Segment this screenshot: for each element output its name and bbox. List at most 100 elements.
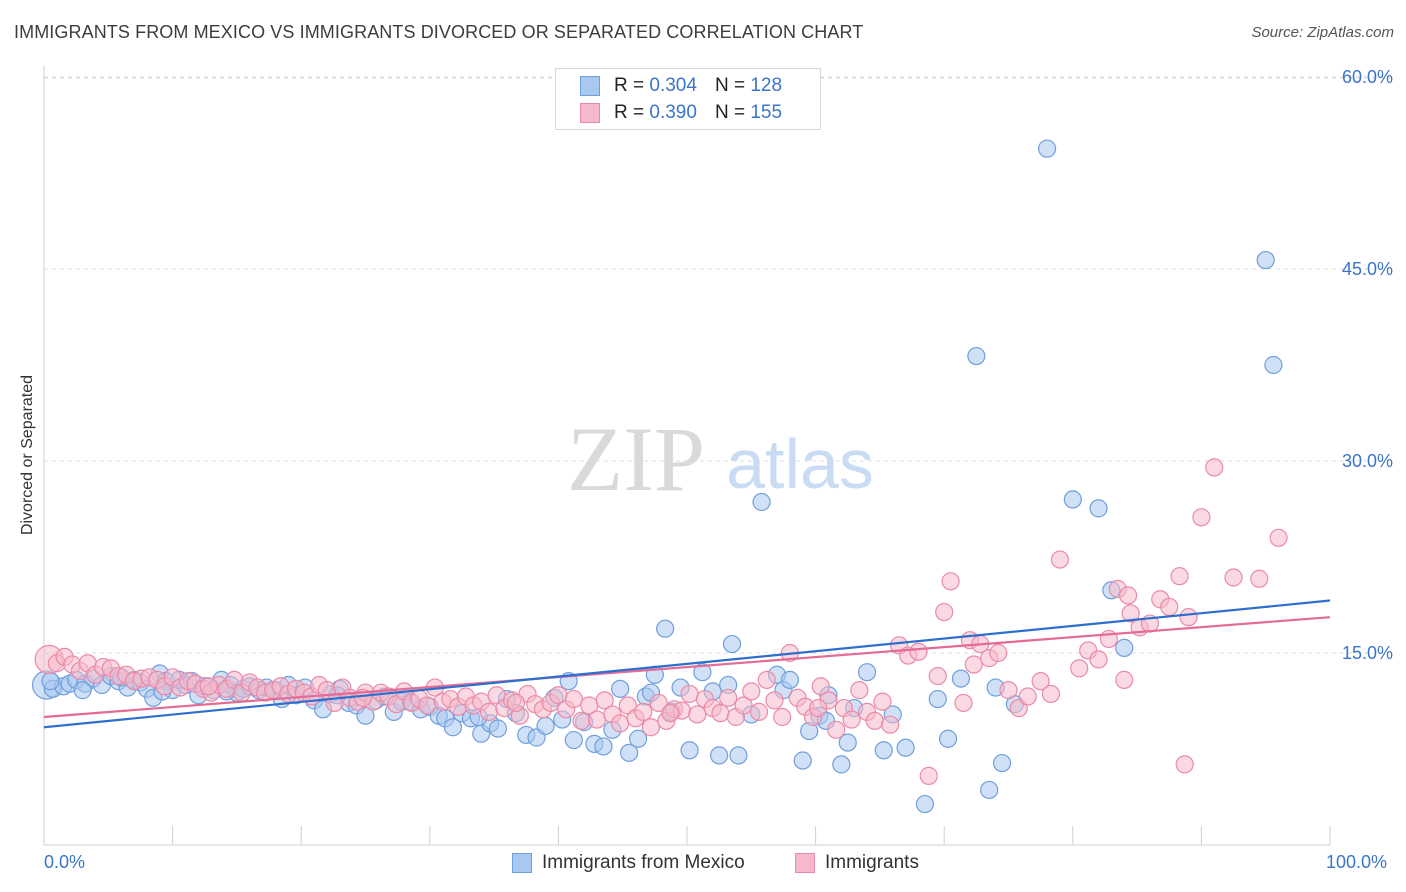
data-point-immigrants: [1050, 550, 1070, 569]
legend-label-immigrants: Immigrants: [825, 852, 919, 873]
data-point-immigrants: [1175, 755, 1194, 774]
data-point-mexico: [832, 755, 851, 774]
data-point-mexico: [896, 738, 915, 757]
data-point-immigrants: [999, 681, 1018, 700]
data-point-immigrants: [1179, 608, 1198, 627]
data-point-mexico: [611, 679, 630, 698]
data-point-mexico: [874, 741, 893, 760]
data-point-immigrants: [850, 681, 869, 700]
data-point-immigrants: [757, 670, 776, 689]
data-point-immigrants: [1018, 687, 1037, 706]
watermark-zip: ZIP: [567, 408, 705, 510]
data-point-immigrants: [809, 698, 828, 718]
data-point-immigrants: [989, 643, 1008, 663]
data-point-mexico: [928, 689, 947, 709]
data-point-mexico: [1264, 355, 1283, 375]
data-point-immigrants: [479, 702, 499, 721]
data-point-immigrants: [919, 766, 938, 785]
series-legend: Immigrants from Mexico Immigrants: [0, 852, 1406, 878]
data-point-mexico: [488, 719, 508, 738]
legend-r-value: 0.390: [649, 102, 697, 123]
legend-r-value: 0.304: [649, 75, 697, 96]
source-label: Source: ZipAtlas.com: [1251, 24, 1394, 41]
trend-line-mexico: [43, 599, 1331, 729]
data-point-immigrants: [734, 696, 753, 715]
legend-swatch-blue: [580, 76, 600, 96]
data-point-immigrants: [1269, 528, 1288, 547]
data-point-mexico: [1037, 139, 1057, 158]
data-point-immigrants: [865, 711, 884, 730]
legend-n-value: 155: [750, 102, 783, 123]
data-point-mexico: [951, 669, 971, 688]
legend-swatch-blue: [512, 853, 532, 873]
data-point-immigrants: [1031, 672, 1050, 691]
data-point-immigrants: [1118, 586, 1138, 605]
data-point-mexico: [443, 718, 463, 737]
y-tick-label: 45.0%: [1342, 259, 1393, 279]
data-point-mexico: [838, 733, 857, 752]
data-point-mexico: [793, 751, 812, 770]
data-point-mexico: [1115, 638, 1134, 657]
y-tick-labels: 15.0% 30.0% 45.0% 60.0%: [1342, 67, 1393, 663]
data-point-immigrants: [1121, 604, 1140, 623]
data-point-immigrants: [765, 691, 784, 710]
legend-swatch-pink: [795, 853, 815, 873]
data-point-immigrants: [881, 715, 900, 734]
data-point-immigrants: [595, 691, 614, 710]
data-point-immigrants: [634, 702, 653, 721]
data-point-mexico: [693, 663, 712, 682]
trend-lines: [43, 599, 1331, 729]
data-point-mexico: [938, 729, 958, 748]
legend-row-immigrants: R = 0.390 N = 155: [580, 101, 782, 125]
data-point-immigrants: [954, 693, 973, 713]
watermark-atlas: atlas: [726, 425, 874, 503]
data-point-immigrants: [680, 684, 699, 704]
grid-lines: [44, 76, 1395, 654]
data-point-immigrants: [719, 688, 738, 707]
data-point-mexico: [729, 746, 748, 765]
data-point-immigrants: [749, 702, 769, 721]
chart-title: IMMIGRANTS FROM MEXICO VS IMMIGRANTS DIV…: [14, 22, 864, 42]
legend-row-mexico: R = 0.304 N = 128: [580, 74, 782, 98]
data-point-immigrants: [1089, 650, 1108, 669]
data-point-mexico: [680, 741, 699, 760]
data-point-mexico: [356, 706, 375, 725]
data-point-mexico: [629, 729, 648, 748]
data-point-immigrants: [661, 704, 680, 723]
legend-item-mexico[interactable]: Immigrants from Mexico: [512, 852, 745, 874]
data-point-mexico: [992, 753, 1012, 773]
data-point-mexico: [857, 663, 877, 682]
data-point-immigrants: [928, 666, 947, 686]
data-point-mexico: [73, 681, 92, 700]
data-point-immigrants: [1160, 597, 1179, 617]
data-point-immigrants: [418, 696, 437, 715]
data-point-immigrants: [1070, 659, 1089, 678]
data-point-mexico: [980, 780, 999, 800]
data-point-mexico: [710, 746, 729, 765]
data-point-mexico: [1256, 250, 1275, 270]
data-point-immigrants: [587, 710, 607, 729]
data-point-immigrants: [688, 705, 707, 724]
data-point-mexico: [1063, 490, 1082, 509]
data-point-immigrants: [1192, 508, 1211, 527]
data-point-mexico: [594, 737, 613, 756]
y-tick-label: 30.0%: [1342, 451, 1393, 471]
data-point-immigrants: [506, 693, 526, 713]
legend-swatch-pink: [580, 103, 600, 123]
data-point-immigrants: [1041, 684, 1061, 704]
data-point-immigrants: [199, 677, 218, 696]
x-tick-label-max: 100.0%: [1326, 852, 1388, 872]
legend-r-label: R =: [614, 102, 645, 123]
data-point-mexico: [564, 730, 583, 750]
data-point-immigrants: [909, 642, 928, 661]
axes: [43, 66, 1331, 846]
legend-item-immigrants[interactable]: Immigrants: [795, 852, 919, 874]
data-point-immigrants: [611, 714, 630, 733]
trend-line-immigrants: [43, 616, 1331, 719]
legend-n-label: N =: [714, 102, 746, 123]
data-point-mexico: [752, 492, 771, 512]
correlation-legend: R = 0.304 N = 128 R = 0.390 N = 155: [555, 68, 821, 130]
data-point-immigrants: [941, 572, 960, 591]
data-point-mexico: [722, 634, 742, 654]
data-point-mexico: [915, 794, 935, 814]
